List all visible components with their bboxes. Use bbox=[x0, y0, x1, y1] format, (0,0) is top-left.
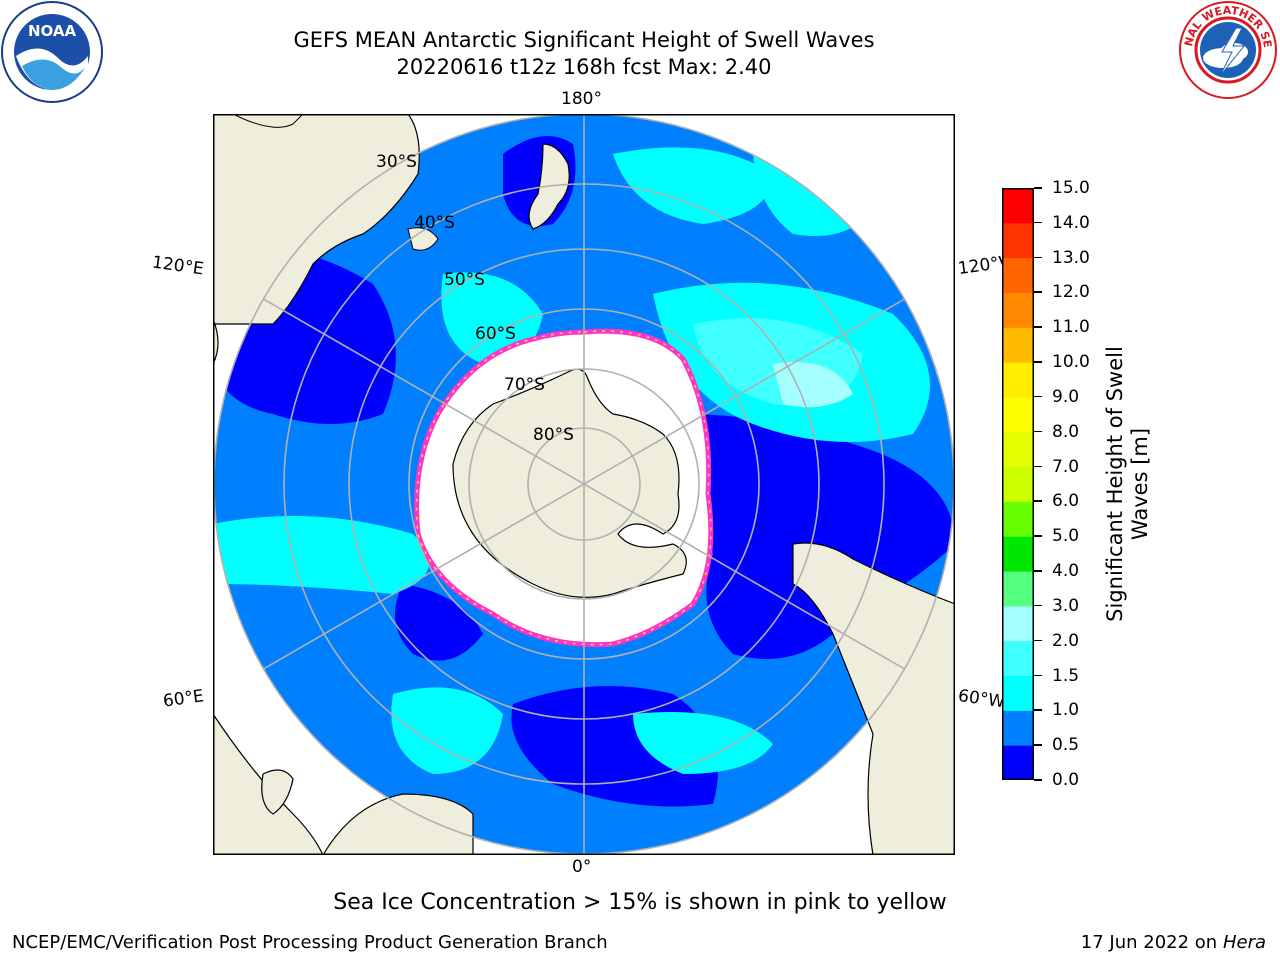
lat-label-30s: 30°S bbox=[376, 152, 417, 172]
colorbar-bin bbox=[1002, 396, 1034, 433]
colorbar-tick-label: 12.0 bbox=[1052, 282, 1090, 303]
colorbar-tick-label: 1.0 bbox=[1052, 700, 1080, 721]
colorbar-tick-label: 15.0 bbox=[1052, 178, 1090, 198]
colorbar-tick-mark bbox=[1034, 395, 1042, 398]
colorbar-tick-mark bbox=[1034, 639, 1042, 642]
colorbar-bin bbox=[1002, 710, 1034, 746]
date-text: 17 Jun 2022 on bbox=[1080, 932, 1218, 953]
colorbar-tick-mark bbox=[1034, 535, 1042, 537]
colorbar-tick-mark bbox=[1034, 570, 1042, 572]
lon-label-60e: 60°E bbox=[161, 686, 206, 712]
colorbar-label-line2: Waves [m] bbox=[1128, 427, 1152, 541]
colorbar-tick-mark bbox=[1034, 500, 1042, 502]
colorbar-bin bbox=[1002, 675, 1034, 711]
colorbar-tick-mark bbox=[1034, 709, 1042, 711]
lat-label-50s: 50°S bbox=[444, 270, 485, 290]
colorbar-tick-mark bbox=[1034, 221, 1042, 224]
colorbar-bin bbox=[1002, 188, 1034, 224]
colorbar-bin bbox=[1002, 745, 1034, 780]
colorbar-bin bbox=[1002, 605, 1034, 642]
colorbar-bin bbox=[1002, 536, 1034, 572]
colorbar-tick-mark bbox=[1034, 674, 1042, 677]
lat-label-80s: 80°S bbox=[533, 425, 574, 445]
colorbar-tick-mark bbox=[1034, 256, 1042, 259]
colorbar-tick-mark bbox=[1034, 604, 1042, 607]
lon-label-120e: 120°E bbox=[150, 252, 205, 280]
lon-label-0: 0° bbox=[572, 857, 592, 877]
colorbar-tick-label: 4.0 bbox=[1052, 561, 1080, 582]
colorbar-tick-mark bbox=[1034, 779, 1042, 781]
colorbar-tick-label: 14.0 bbox=[1052, 212, 1090, 233]
colorbar-bin bbox=[1002, 362, 1034, 398]
land-masses bbox=[213, 114, 955, 855]
colorbar-bin bbox=[1002, 571, 1034, 607]
colorbar-tick-label: 7.0 bbox=[1052, 456, 1080, 477]
colorbar-bin bbox=[1002, 431, 1034, 468]
credit-text: NCEP/EMC/Verification Post Processing Pr… bbox=[12, 932, 608, 953]
polar-map bbox=[213, 114, 955, 855]
colorbar-tick-label: 0.0 bbox=[1052, 770, 1080, 790]
colorbar-label-line1: Significant Height of Swell bbox=[1103, 346, 1127, 622]
colorbar bbox=[1002, 188, 1034, 780]
colorbar-tick-label: 9.0 bbox=[1052, 386, 1080, 407]
colorbar-bin bbox=[1002, 501, 1034, 537]
colorbar-bin bbox=[1002, 292, 1034, 328]
colorbar-bin bbox=[1002, 222, 1034, 259]
colorbar-tick-label: 11.0 bbox=[1052, 317, 1090, 338]
colorbar-tick-mark bbox=[1034, 291, 1042, 293]
colorbar-bin bbox=[1002, 257, 1034, 293]
lon-label-60w: 60°W bbox=[956, 686, 1004, 712]
lat-label-40s: 40°S bbox=[414, 213, 455, 233]
host-text: Hera bbox=[1222, 932, 1266, 953]
colorbar-tick-label: 0.5 bbox=[1052, 735, 1080, 756]
nws-logo-icon: NATIONAL WEATHER SERVICE bbox=[1178, 0, 1277, 99]
chart-subtitle: 20220616 t12z 168h fcst Max: 2.40 bbox=[396, 55, 772, 79]
chart-title: GEFS MEAN Antarctic Significant Height o… bbox=[293, 28, 875, 52]
lon-label-120w: 120°W bbox=[956, 252, 1006, 280]
noaa-logo-text: NOAA bbox=[28, 22, 77, 40]
colorbar-tick-label: 5.0 bbox=[1052, 526, 1080, 547]
sea-ice-footnote: Sea Ice Concentration > 15% is shown in … bbox=[333, 890, 947, 915]
colorbar-tick-label: 3.0 bbox=[1052, 595, 1080, 616]
colorbar-tick-label: 10.0 bbox=[1052, 352, 1090, 373]
antarctica-land bbox=[452, 368, 687, 598]
date-stamp: 17 Jun 2022 on Hera bbox=[1081, 932, 1266, 953]
lon-label-180: 180° bbox=[561, 89, 602, 109]
colorbar-tick-mark bbox=[1034, 361, 1042, 363]
colorbar-bin bbox=[1002, 640, 1034, 677]
colorbar-tick-mark bbox=[1034, 430, 1042, 433]
colorbar-tick-mark bbox=[1034, 187, 1042, 189]
colorbar-tick-label: 1.5 bbox=[1052, 665, 1080, 686]
noaa-logo-icon: NOAA bbox=[1, 1, 103, 103]
colorbar-bin bbox=[1002, 327, 1034, 363]
colorbar-tick-mark bbox=[1034, 465, 1042, 468]
colorbar-bin bbox=[1002, 466, 1034, 502]
colorbar-tick-mark bbox=[1034, 744, 1042, 746]
lat-label-60s: 60°S bbox=[475, 324, 516, 344]
colorbar-tick-label: 6.0 bbox=[1052, 491, 1080, 512]
colorbar-tick-mark bbox=[1034, 326, 1042, 328]
colorbar-tick-label: 8.0 bbox=[1052, 421, 1080, 442]
lat-label-70s: 70°S bbox=[504, 375, 545, 395]
colorbar-tick-label: 2.0 bbox=[1052, 630, 1080, 651]
colorbar-tick-label: 13.0 bbox=[1052, 247, 1090, 268]
